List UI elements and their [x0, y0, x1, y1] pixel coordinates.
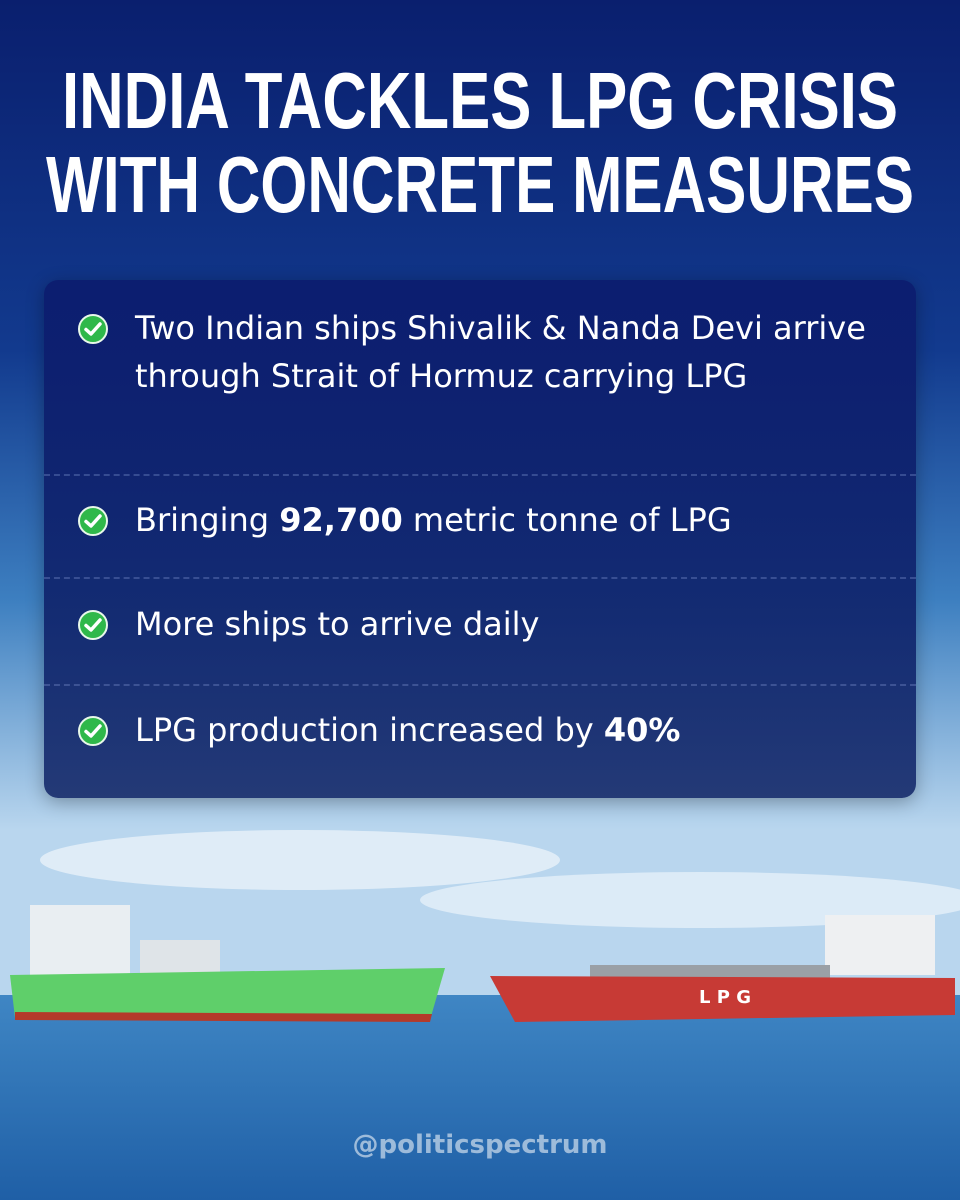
measures-card: Two Indian ships Shivalik & Nanda Devi a…	[44, 280, 916, 798]
check-icon	[78, 716, 108, 746]
item-text: Bringing	[135, 501, 280, 539]
cloud	[40, 830, 560, 890]
item-text: More ships to arrive daily	[135, 605, 540, 643]
highlight: 40%	[603, 711, 681, 749]
check-icon	[78, 610, 108, 640]
item-text: LPG production increased by	[135, 711, 604, 749]
divider	[44, 474, 916, 476]
check-icon	[78, 506, 108, 536]
check-icon	[78, 314, 108, 344]
title-line: INDIA TACKLES LPG CRISIS	[62, 56, 898, 145]
red-ship: L P G	[490, 915, 955, 1022]
green-ship	[10, 905, 445, 1022]
measure-item: Bringing 92,700 metric tonne of LPG	[44, 496, 916, 544]
item-text: Two Indian ships Shivalik & Nanda Devi a…	[135, 309, 866, 395]
measure-item: LPG production increased by 40%	[44, 706, 916, 754]
item-text: metric tonne of LPG	[402, 501, 732, 539]
sea	[0, 995, 960, 1200]
measure-item: Two Indian ships Shivalik & Nanda Devi a…	[44, 304, 916, 400]
measure-item: More ships to arrive daily	[44, 600, 916, 648]
highlight: 92,700	[279, 501, 403, 539]
cloud	[420, 872, 960, 928]
divider	[44, 577, 916, 579]
title-line: WITH CONCRETE MEASURES	[46, 140, 914, 229]
divider	[44, 684, 916, 686]
watermark: @politicspectrum	[352, 1130, 608, 1160]
ship-label: L P G	[699, 987, 751, 1008]
title-block: INDIA TACKLES LPG CRISIS WITH CONCRETE M…	[46, 56, 914, 229]
